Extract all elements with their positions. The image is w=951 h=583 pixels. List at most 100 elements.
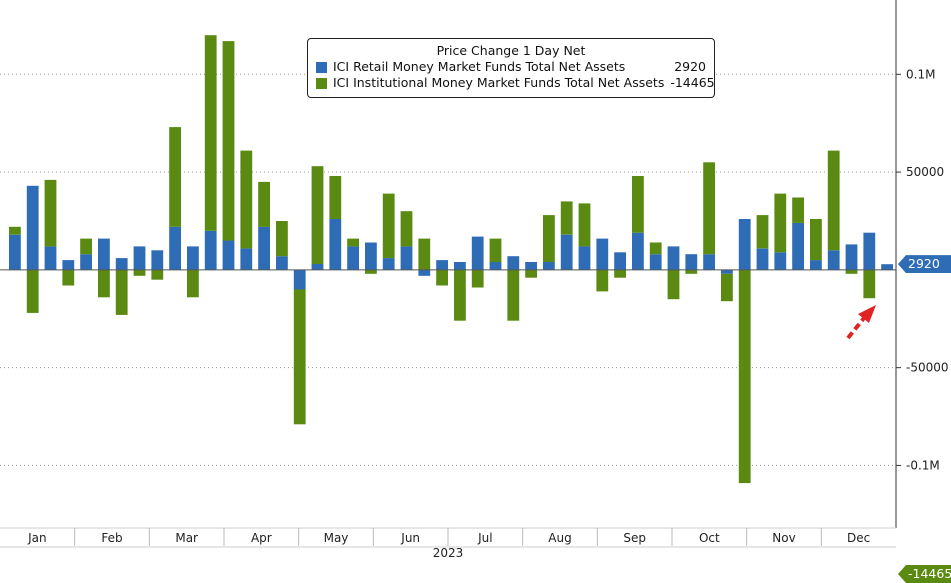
bar-retail-26: [471, 236, 484, 270]
bar-retail-4: [80, 254, 92, 270]
bar-institutional-20: [365, 269, 377, 274]
bar-retail-13: [240, 248, 253, 270]
bar-retail-10: [187, 246, 199, 270]
bar-retail-24: [436, 260, 448, 270]
bar-institutional-6: [115, 269, 128, 315]
bar-institutional-3: [62, 269, 75, 286]
bar-retail-38: [685, 254, 698, 270]
bar-retail-35: [632, 232, 644, 270]
legend-entry-institutional: ICI Institutional Money Market Funds Tot…: [316, 75, 715, 91]
bar-retail-14: [258, 226, 270, 270]
bar-retail-22: [400, 246, 413, 270]
bar-institutional-32: [578, 203, 591, 247]
bar-retail-1: [26, 185, 39, 270]
bar-retail-19: [347, 246, 359, 270]
bar-retail-41: [738, 219, 751, 270]
bar-institutional-22: [400, 211, 413, 247]
bar-institutional-23: [418, 238, 431, 270]
y-tick-label-3: -0.1M: [906, 458, 940, 472]
legend-swatch-institutional: [316, 77, 327, 89]
stacked-bar-chart: 0.1M 50000 -50000 -0.1M Jan Feb Mar Apr May Jun Ju…: [0, 0, 949, 560]
x-tick-label-aug: Aug: [548, 531, 571, 545]
bar-retail-6: [115, 258, 128, 270]
bar-institutional-48: [863, 269, 876, 299]
y-tick-label-1: 50000: [906, 165, 944, 179]
bar-institutional-29: [525, 269, 537, 278]
x-tick-label-sep: Sep: [623, 531, 646, 545]
legend-title: Price Change 1 Day Net: [436, 43, 586, 58]
bar-retail-11: [204, 230, 217, 270]
x-tick-label-dec: Dec: [847, 531, 870, 545]
bar-institutional-21: [382, 193, 395, 259]
bar-institutional-1: [26, 269, 39, 313]
x-tick-label-jun: Jun: [400, 531, 420, 545]
legend-swatch-retail: [316, 61, 327, 73]
legend-value-institutional: -14465: [670, 75, 715, 90]
bar-retail-36: [649, 254, 662, 270]
bar-institutional-39: [703, 162, 715, 255]
callout-retail-value: 2920: [898, 255, 951, 274]
bar-retail-7: [133, 246, 146, 270]
bar-retail-31: [560, 234, 573, 270]
bar-retail-17: [311, 264, 324, 270]
bar-retail-42: [756, 248, 769, 270]
bar-retail-33: [596, 238, 609, 270]
bar-institutional-41: [738, 269, 751, 484]
bar-institutional-7: [133, 269, 146, 276]
bar-retail-0: [9, 234, 21, 270]
bar-retail-47: [845, 244, 858, 270]
bar-institutional-31: [560, 201, 573, 235]
legend-label-retail: ICI Retail Money Market Funds Total Net …: [333, 59, 626, 74]
bar-institutional-25: [454, 269, 466, 321]
bar-retail-16: [293, 269, 306, 290]
callout-institutional-value: -14465: [898, 565, 951, 583]
x-axis-label: 2023: [433, 546, 464, 560]
bar-retail-20: [365, 242, 377, 270]
bar-institutional-19: [347, 238, 359, 247]
legend-value-retail: 2920: [674, 59, 706, 74]
bar-retail-27: [489, 262, 502, 270]
bar-institutional-45: [810, 219, 822, 261]
bar-institutional-27: [489, 238, 502, 263]
bar-retail-30: [543, 262, 555, 270]
bar-institutional-12: [222, 41, 235, 241]
bar-institutional-33: [596, 269, 609, 292]
bar-retail-5: [98, 238, 110, 270]
bar-institutional-34: [614, 269, 626, 278]
bar-retail-32: [578, 246, 591, 270]
bar-institutional-42: [756, 215, 769, 249]
bar-retail-40: [721, 269, 733, 274]
bar-institutional-16: [293, 289, 306, 425]
bar-retail-18: [329, 219, 342, 270]
x-tick-label-may: May: [324, 531, 349, 545]
bar-institutional-15: [276, 221, 288, 257]
bar-institutional-4: [80, 238, 92, 255]
bar-institutional-46: [827, 150, 840, 251]
bar-retail-46: [827, 250, 840, 270]
bar-institutional-2: [44, 179, 57, 247]
bar-institutional-13: [240, 150, 253, 249]
bar-retail-2: [44, 246, 57, 270]
bar-retail-39: [703, 254, 715, 270]
bar-institutional-28: [507, 269, 520, 321]
bar-institutional-24: [436, 269, 448, 286]
bar-retail-21: [382, 258, 395, 270]
x-tick-label-mar: Mar: [175, 531, 198, 545]
bar-retail-37: [667, 246, 680, 270]
x-tick-label-oct: Oct: [699, 531, 720, 545]
red-arrow-icon: [846, 316, 866, 340]
bar-retail-44: [792, 222, 804, 270]
bar-institutional-14: [258, 181, 270, 227]
bar-institutional-40: [721, 273, 733, 302]
bar-retail-45: [810, 260, 822, 270]
bar-institutional-47: [845, 269, 858, 274]
x-tick-label-jul: Jul: [477, 531, 492, 545]
bar-institutional-38: [685, 269, 698, 274]
bar-retail-28: [507, 256, 520, 270]
bar-retail-9: [169, 226, 181, 270]
bar-institutional-10: [187, 269, 199, 298]
legend-label-institutional: ICI Institutional Money Market Funds Tot…: [333, 75, 665, 90]
bars: [9, 35, 893, 484]
bar-institutional-44: [792, 197, 804, 223]
bar-retail-29: [525, 262, 537, 270]
